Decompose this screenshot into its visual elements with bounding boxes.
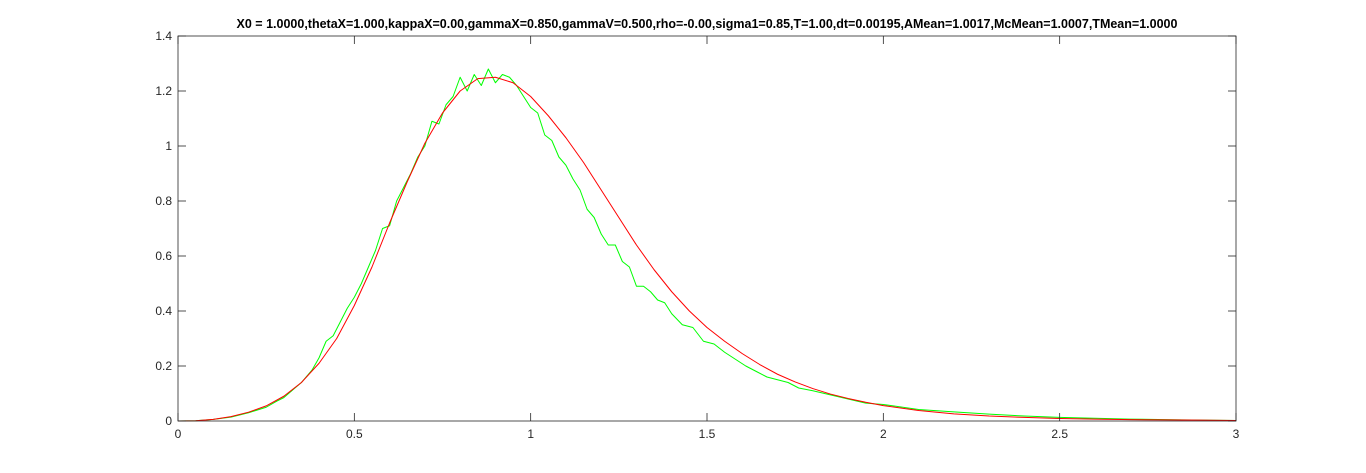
x-tick-label: 2.5 — [1051, 427, 1068, 441]
y-tick-label: 1 — [165, 139, 172, 153]
y-tick-label: 1.2 — [155, 84, 172, 98]
x-tick-label: 1.5 — [699, 427, 716, 441]
series-layer — [177, 68, 1237, 422]
chart-title: X0 = 1.0000,thetaX=1.000,kappaX=0.00,gam… — [237, 17, 1178, 31]
y-tick-label: 1.4 — [155, 29, 172, 43]
series-line-1 — [177, 68, 1237, 422]
y-tick-label: 0.4 — [155, 304, 172, 318]
axes-background — [178, 36, 1236, 421]
x-tick-label: 3 — [1233, 427, 1240, 441]
x-tick-label: 0 — [175, 427, 182, 441]
axes-layer: 0 0.5 1 1.5 2 2.5 3 0 0.2 0.4 0.6 0.8 1 1.2 1.4 — [155, 29, 1239, 441]
y-tick-label: 0.6 — [155, 249, 172, 263]
y-tick-label: 0 — [165, 414, 172, 428]
y-tick-label: 0.2 — [155, 359, 172, 373]
x-tick-label: 2 — [880, 427, 887, 441]
y-tick-label: 0.8 — [155, 194, 172, 208]
x-tick-label: 0.5 — [346, 427, 363, 441]
series-line-2 — [177, 76, 1237, 422]
x-tick-label: 1 — [527, 427, 534, 441]
